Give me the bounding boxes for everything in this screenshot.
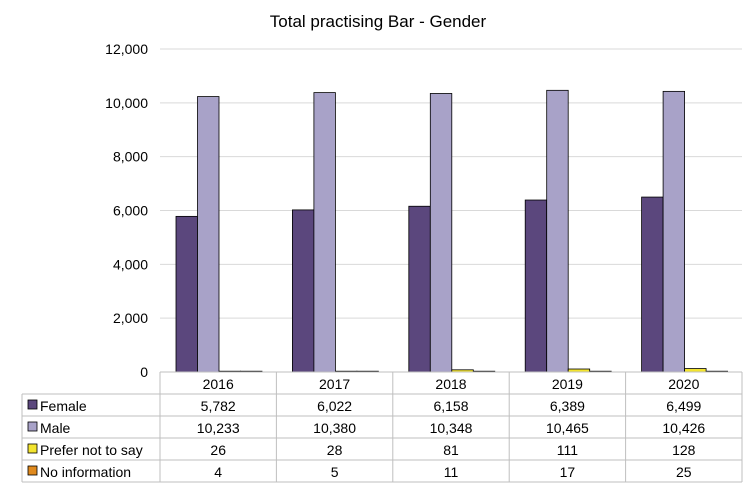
legend-swatch-prefer-not-to-say xyxy=(27,443,38,454)
bar-male xyxy=(546,89,569,373)
legend-label-prefer-not-to-say: Prefer not to say xyxy=(40,442,143,458)
y-tick-label: 10,000 xyxy=(105,95,148,111)
bar-female xyxy=(524,199,548,373)
data-label-female: 5,782 xyxy=(201,398,236,414)
data-label-female: 6,389 xyxy=(550,398,585,414)
legend-swatch-female xyxy=(27,399,38,410)
data-label-prefer-not-to-say: 81 xyxy=(443,442,459,458)
data-label-prefer-not-to-say: 26 xyxy=(210,442,226,458)
legend-label-no-information: No information xyxy=(40,464,131,480)
chart-title: Total practising Bar - Gender xyxy=(270,12,487,31)
bar-female xyxy=(291,209,315,373)
y-tick-label: 0 xyxy=(140,364,148,380)
data-label-no-information: 5 xyxy=(331,464,339,480)
data-label-male: 10,426 xyxy=(662,420,705,436)
legend-swatch-no-information xyxy=(27,465,38,476)
legend-label-male: Male xyxy=(40,420,71,436)
data-label-female: 6,022 xyxy=(317,398,352,414)
data-label-no-information: 17 xyxy=(560,464,576,480)
data-label-female: 6,499 xyxy=(666,398,701,414)
y-tick-label: 8,000 xyxy=(113,149,148,165)
y-tick-label: 4,000 xyxy=(113,256,148,272)
data-label-prefer-not-to-say: 28 xyxy=(327,442,343,458)
x-tick-label: 2017 xyxy=(319,376,350,392)
y-tick-label: 2,000 xyxy=(113,310,148,326)
x-tick-label: 2019 xyxy=(552,376,583,392)
data-label-male: 10,380 xyxy=(313,420,356,436)
data-label-no-information: 4 xyxy=(214,464,222,480)
data-label-prefer-not-to-say: 111 xyxy=(557,442,578,458)
y-tick-label: 6,000 xyxy=(113,203,148,219)
x-tick-label: 2018 xyxy=(435,376,466,392)
legend-label-female: Female xyxy=(40,398,87,414)
y-tick-label: 12,000 xyxy=(105,41,148,57)
bar-male xyxy=(662,90,685,373)
data-label-male: 10,348 xyxy=(430,420,473,436)
bar-prefer-not-to-say xyxy=(684,368,707,373)
bar-male xyxy=(313,92,336,373)
data-label-prefer-not-to-say: 128 xyxy=(672,442,696,458)
data-label-no-information: 11 xyxy=(444,464,459,480)
legend-swatch-male xyxy=(27,421,38,432)
x-tick-label: 2016 xyxy=(203,376,234,392)
x-tick-label: 2020 xyxy=(668,376,699,392)
bar-female xyxy=(175,215,198,373)
bar-male xyxy=(429,93,453,373)
data-label-no-information: 25 xyxy=(676,464,692,480)
bar-female xyxy=(408,205,431,373)
data-label-male: 10,465 xyxy=(546,420,589,436)
data-label-male: 10,233 xyxy=(197,420,240,436)
bar-female xyxy=(641,196,664,373)
bar-male xyxy=(197,96,220,373)
data-label-female: 6,158 xyxy=(433,398,468,414)
